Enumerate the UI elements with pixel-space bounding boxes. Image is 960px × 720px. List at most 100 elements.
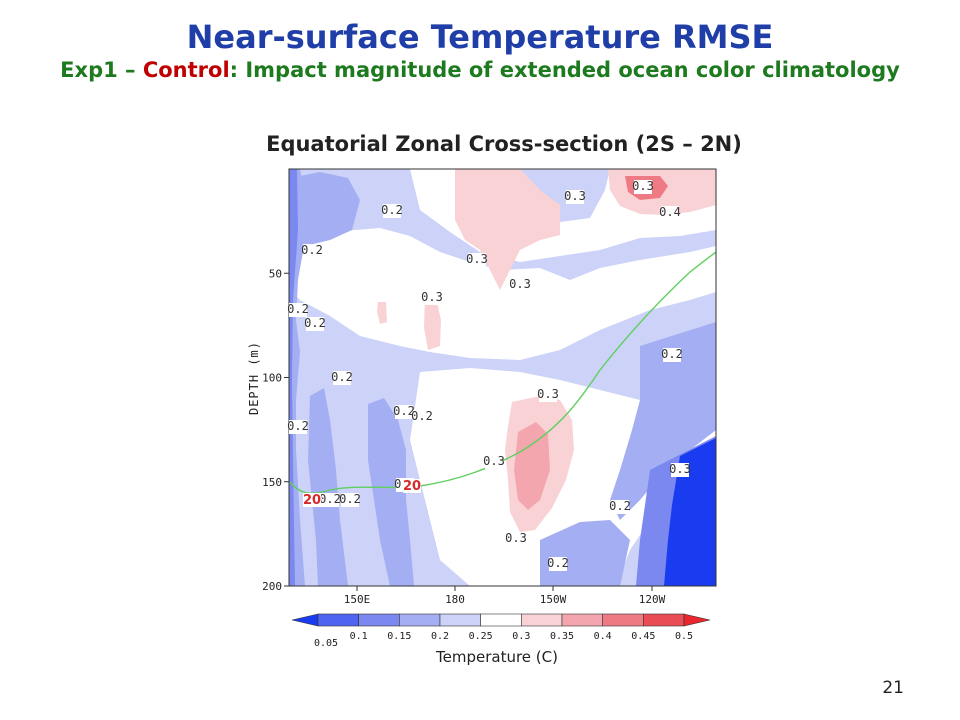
contour-label-bg <box>321 493 339 507</box>
colorbar-tick-label: 0.45 <box>631 631 655 642</box>
x-tick-label: 180 <box>445 593 465 606</box>
y-tick-label: 150 <box>262 476 282 489</box>
contour-label-bg <box>507 532 525 546</box>
colorbar-swatch <box>399 613 441 627</box>
colorbar-swatch <box>358 613 400 627</box>
contour-label: 0.3 <box>669 462 691 476</box>
blue-left-columns <box>308 388 348 586</box>
colorbar-swatch <box>317 613 359 627</box>
contour-label-bg <box>611 500 629 514</box>
y-axis-label: DEPTH (m) <box>247 341 261 415</box>
colorbar-tick-label: 0.5 <box>675 631 693 642</box>
blue-left-deep <box>289 169 298 586</box>
page-number: 21 <box>882 678 904 698</box>
contour-label-bg <box>485 455 503 469</box>
contour-label: 0.3 <box>564 189 586 203</box>
isotherm-20c-line <box>289 251 716 494</box>
colorbar-swatch <box>480 613 522 627</box>
slide-subtitle: Exp1 – Control: Impact magnitude of exte… <box>0 58 960 82</box>
contour-label: 0.2 <box>609 499 631 513</box>
contour-label-bg <box>289 420 307 434</box>
contour-label-bg <box>549 557 567 571</box>
colorbar-tick-label: 0.3 <box>512 631 530 642</box>
contour-label-bg <box>423 291 441 305</box>
contour-label-bg <box>671 463 689 477</box>
contour-label: 0.2 <box>661 347 683 361</box>
contour-label-bg <box>306 317 324 331</box>
contour-label: 0.2 <box>547 556 569 570</box>
isotherm-label-bg <box>403 479 421 493</box>
section-title: Equatorial Zonal Cross-section (2S – 2N) <box>266 132 742 156</box>
contour-label-bg <box>341 493 359 507</box>
contour-label: 0.3 <box>632 179 654 193</box>
contour-label: 0.3 <box>466 252 488 266</box>
contour-label-bg <box>289 303 307 317</box>
contour-label-bg <box>566 190 584 204</box>
contour-label: 0.2 <box>287 419 309 433</box>
contour-label-bg <box>468 253 486 267</box>
contour-label: 0.3 <box>421 290 443 304</box>
contour-label: 0.2 <box>301 243 323 257</box>
blue-top-left <box>300 172 360 246</box>
contour-label-bg <box>395 405 413 419</box>
contour-label-bg <box>333 371 351 385</box>
white-band-upper <box>290 228 716 360</box>
slide-title: Near-surface Temperature RMSE <box>186 18 774 56</box>
colorbar-tick-label: 0.35 <box>550 631 574 642</box>
x-tick-label: 150E <box>344 593 371 606</box>
contour-label: 0.3 <box>509 277 531 291</box>
contour-label: 0.2 <box>381 203 403 217</box>
blue-mid-columns <box>368 398 414 586</box>
contour-label: 0.2 <box>411 409 433 423</box>
colorbar-swatch <box>561 613 603 627</box>
subtitle-prefix: Exp1 – <box>60 58 143 82</box>
contour-label-bg <box>661 206 679 220</box>
blue-right-mid <box>610 322 716 520</box>
contour-label: 0.3 <box>505 531 527 545</box>
colorbar-low-arrow <box>291 613 319 627</box>
pink-dot <box>377 302 387 324</box>
contour-label: 0.2 <box>287 302 309 316</box>
x-tick-label: 150W <box>540 593 567 606</box>
contour-label: 0.4 <box>659 205 681 219</box>
pink-mid-left <box>424 296 441 350</box>
colorbar-swatch <box>521 613 563 627</box>
contour-label-bg <box>303 244 321 258</box>
colorbar-tick-label: 0.15 <box>387 631 411 642</box>
isotherm-label: 20 <box>403 479 421 494</box>
pink-center-core <box>514 422 550 510</box>
y-tick-label: 50 <box>269 267 282 280</box>
colorbar-tick-label: 0.1 <box>350 631 368 642</box>
pink-top-left <box>455 169 560 290</box>
colorbar-tick-label: 0.05 <box>314 638 338 649</box>
contour-label: 0.2 <box>304 316 326 330</box>
y-tick-label: 200 <box>262 580 282 593</box>
subtitle-suffix: : Impact magnitude of extended ocean col… <box>229 58 900 82</box>
contour-label: 0.2 <box>331 370 353 384</box>
contour-label-bg <box>539 388 557 402</box>
x-tick-label: 120W <box>639 593 666 606</box>
colorbar-title: Temperature (C) <box>436 648 558 666</box>
contour-label: 0.3 <box>483 454 505 468</box>
contour-label-bg <box>663 348 681 362</box>
colorbar-tick-label: 0.25 <box>469 631 493 642</box>
colorbar-swatch <box>602 613 644 627</box>
contour-label-bg <box>511 278 529 292</box>
colorbar-tick-label: 0.2 <box>431 631 449 642</box>
contour-label-bg <box>383 204 401 218</box>
contour-label: 0.2 <box>393 404 415 418</box>
contour-label: 0.2 <box>319 492 341 506</box>
colorbar-high-arrow <box>683 613 711 627</box>
contour-label: 0.2 <box>339 492 361 506</box>
colorbar-swatch <box>643 613 685 627</box>
contour-label: 0.3 <box>537 387 559 401</box>
y-tick-label: 100 <box>262 372 282 385</box>
isotherm-label: 20 <box>303 493 321 508</box>
isotherm-label-bg <box>303 493 321 507</box>
contour-label-bg <box>413 410 431 424</box>
colorbar-tick-label: 0.4 <box>594 631 612 642</box>
subtitle-control: Control <box>142 58 230 82</box>
colorbar-swatch <box>439 613 481 627</box>
contour-label-bg <box>634 180 652 194</box>
